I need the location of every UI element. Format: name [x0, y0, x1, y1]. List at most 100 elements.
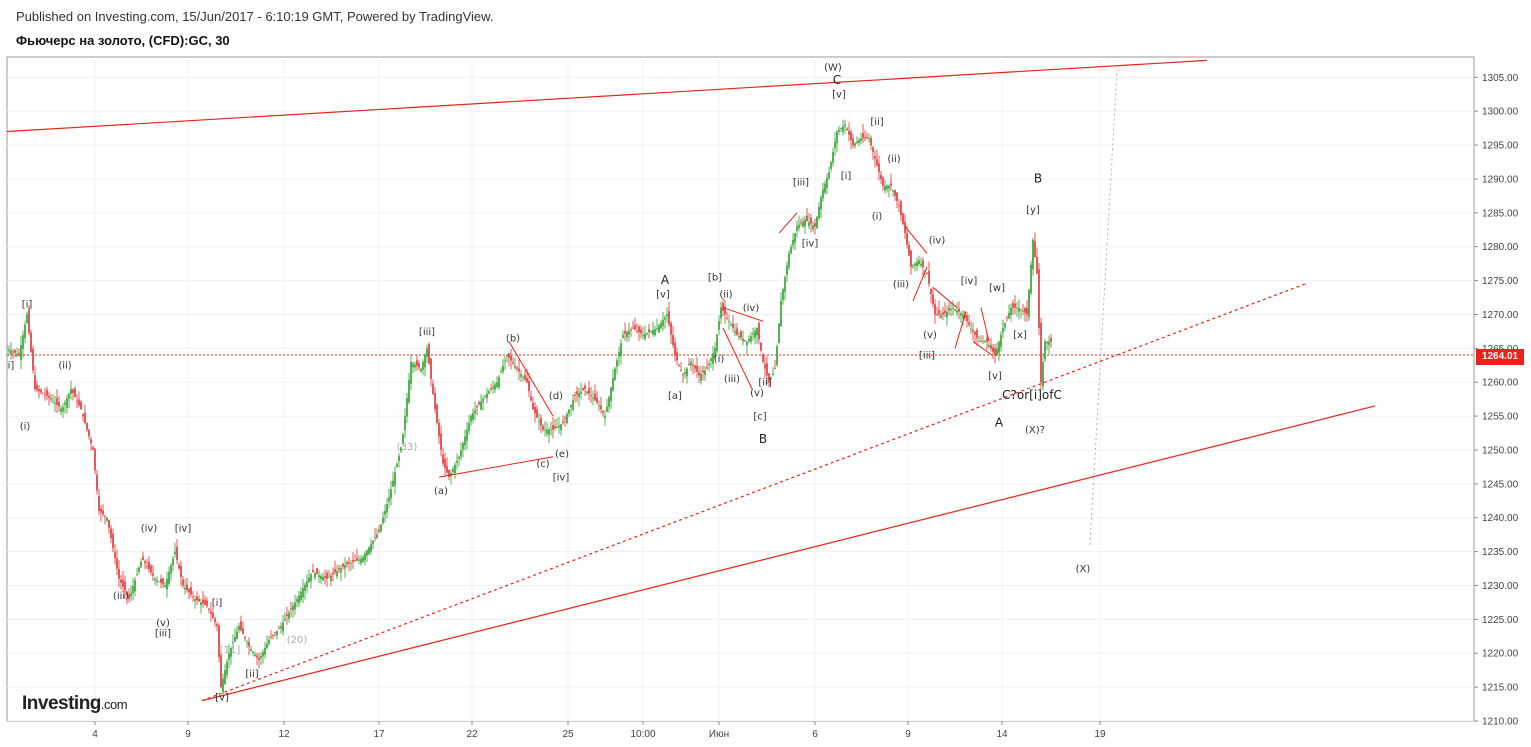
candle-body	[706, 367, 708, 369]
candle-body	[568, 409, 570, 414]
candle-body	[280, 626, 282, 629]
candle-body	[542, 426, 544, 430]
plot-area	[6, 56, 1475, 722]
candle-body	[218, 625, 220, 657]
candle-body	[126, 591, 128, 595]
candle-body	[208, 608, 210, 610]
candle-body	[1046, 341, 1048, 344]
candle-body	[798, 224, 800, 228]
candle-body	[180, 566, 182, 578]
candle-body	[362, 556, 364, 562]
wave-label: (iii)	[113, 591, 129, 602]
candle-body	[522, 376, 524, 378]
candle-body	[396, 464, 398, 468]
candle-body	[834, 141, 836, 149]
candle-body	[306, 580, 308, 588]
candle-body	[930, 288, 932, 295]
wave-label: (33)	[397, 442, 418, 453]
candle-body	[572, 400, 574, 410]
candle-body	[686, 368, 688, 377]
candle-body	[660, 322, 662, 329]
candle-body	[652, 329, 654, 335]
x-tick-label: 9	[905, 729, 911, 740]
candle-body	[968, 322, 970, 325]
candle-body	[122, 579, 124, 587]
candle-body	[40, 389, 42, 393]
candle-body	[50, 398, 52, 400]
wave-label: (d)	[549, 391, 563, 402]
candle-body	[262, 651, 264, 657]
candle-body	[236, 631, 238, 640]
candle-body	[760, 342, 762, 351]
candle-body	[852, 138, 854, 146]
candle-body	[502, 365, 504, 372]
candle-body	[828, 172, 830, 178]
candle-body	[456, 460, 458, 463]
candle-body	[214, 618, 216, 623]
candle-body	[264, 647, 266, 655]
candle-body	[500, 371, 502, 373]
wave-label: (e)	[555, 449, 569, 460]
candle-body	[366, 550, 368, 556]
candle-body	[482, 398, 484, 402]
candle-body	[80, 401, 82, 410]
candle-body	[464, 436, 466, 446]
candle-body	[564, 417, 566, 419]
wave-label: [c]	[753, 411, 766, 422]
candle-body	[932, 294, 934, 305]
candle-body	[470, 416, 472, 422]
candle-body	[850, 131, 852, 140]
candle-body	[360, 558, 362, 564]
candle-body	[244, 637, 246, 639]
candle-body	[860, 138, 862, 142]
candle-body	[418, 363, 420, 368]
candle-body	[402, 434, 404, 445]
candle-body	[314, 573, 316, 578]
candle-body	[116, 558, 118, 569]
candle-body	[108, 519, 110, 528]
candle-body	[904, 222, 906, 234]
candle-body	[254, 654, 256, 657]
candle-body	[428, 344, 430, 364]
candle-body	[1006, 317, 1008, 319]
candle-body	[10, 350, 12, 355]
y-tick-label: 1235.00	[1482, 547, 1519, 558]
candle-body	[398, 455, 400, 461]
candle-body	[948, 307, 950, 311]
candle-body	[472, 413, 474, 420]
candle-body	[1034, 241, 1036, 257]
candle-body	[692, 365, 694, 367]
candle-body	[188, 589, 190, 593]
candle-body	[920, 263, 922, 266]
candle-body	[14, 350, 16, 353]
candle-body	[784, 277, 786, 292]
candle-body	[628, 330, 630, 335]
candle-body	[274, 632, 276, 634]
wave-label: [v]	[215, 693, 229, 704]
candle-body	[588, 388, 590, 394]
candle-body	[722, 303, 724, 312]
candle-body	[688, 363, 690, 366]
candle-body	[250, 649, 252, 651]
candle-body	[434, 393, 436, 410]
y-tick-label: 1275.00	[1482, 276, 1519, 287]
published-caption: Published on Investing.com, 15/Jun/2017 …	[16, 9, 494, 24]
candle-body	[474, 410, 476, 414]
candle-body	[626, 332, 628, 338]
candle-body	[630, 329, 632, 331]
candle-body	[342, 563, 344, 567]
candle-body	[914, 263, 916, 266]
candle-body	[870, 137, 872, 146]
candle-body	[242, 628, 244, 635]
candle-body	[1010, 307, 1012, 316]
candle-body	[582, 387, 584, 391]
candles	[7, 119, 1052, 697]
wave-label: [iii]	[155, 628, 171, 639]
candle-body	[420, 368, 422, 372]
trendline	[201, 405, 1376, 702]
candle-body	[144, 561, 146, 564]
candle-body	[578, 393, 580, 398]
candle-body	[370, 544, 372, 552]
candle-body	[974, 331, 976, 335]
